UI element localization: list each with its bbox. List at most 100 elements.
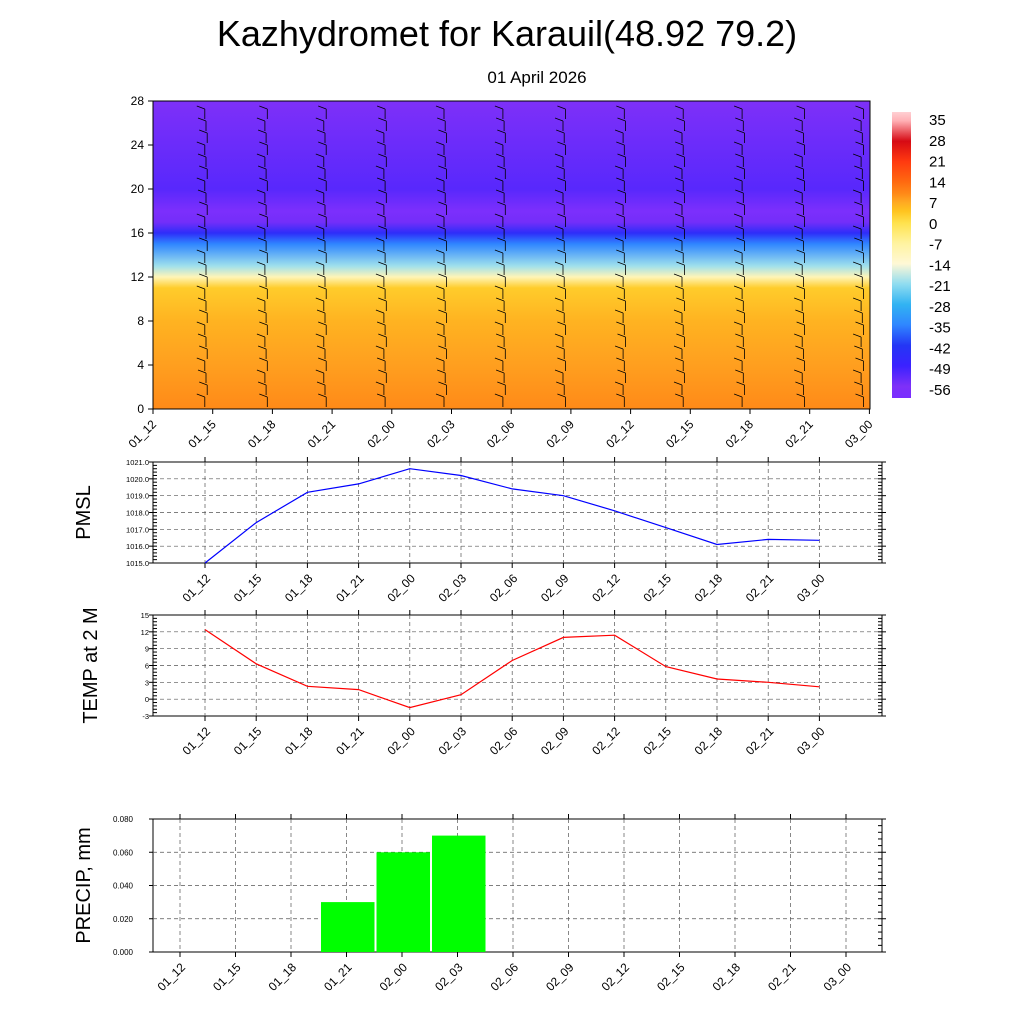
- x-tick-label: 02_21: [743, 571, 777, 605]
- x-tick-label: 02_21: [765, 960, 799, 994]
- y-tick-label: 4: [137, 358, 144, 372]
- y-tick-label: 1018.0: [126, 509, 149, 518]
- y-tick-label: 1021.0: [126, 458, 149, 467]
- x-tick-label: 01_15: [185, 417, 219, 451]
- x-tick-label: 02_21: [743, 724, 777, 758]
- x-tick-label: 01_21: [305, 417, 339, 451]
- x-tick-label: 01_15: [231, 571, 265, 605]
- wind-barb-column: [375, 105, 387, 407]
- x-tick-label: 02_06: [487, 571, 521, 605]
- x-tick-label: 01_18: [266, 960, 300, 994]
- y-tick-label: 0.040: [113, 882, 134, 891]
- x-tick-label: 03_00: [794, 724, 828, 758]
- x-tick-label: 02_06: [484, 417, 518, 451]
- colorbar-label: 35: [929, 112, 946, 129]
- x-tick-label: 01_18: [282, 571, 316, 605]
- y-tick-label: 9: [145, 645, 149, 654]
- colorbar-label: -42: [929, 340, 951, 357]
- x-tick-label: 02_15: [663, 417, 697, 451]
- x-tick-label: 02_18: [710, 960, 744, 994]
- cross-section-panel: 0 4 8 12 16 20 24 28 01_12 01_15 01_18 01_21 02_00 02…: [126, 94, 876, 451]
- x-tick-label: 02_12: [589, 724, 623, 758]
- x-tick-label: 02_00: [384, 724, 418, 758]
- colorbar-label: 28: [929, 133, 946, 150]
- y-tick-label: 0.060: [113, 848, 134, 857]
- y-tick-label: 0: [145, 695, 149, 704]
- precip-bar: [376, 852, 430, 953]
- x-tick-label: 02_18: [692, 724, 726, 758]
- x-tick-label: 02_09: [538, 724, 572, 758]
- x-tick-label: 01_12: [155, 960, 189, 994]
- colorbar: 35 28 21 14 7 0 -7 -14 -21 -28 -35 -42 -49 -56: [892, 112, 951, 399]
- wind-barb-column: [494, 105, 506, 407]
- y-tick-label: 0.080: [113, 815, 134, 824]
- y-tick-label: 24: [131, 138, 145, 152]
- x-tick-label: 02_09: [544, 417, 578, 451]
- x-tick-label: 03_00: [794, 571, 828, 605]
- x-tick-label: 01_18: [282, 724, 316, 758]
- y-axis-label: PMSL: [73, 485, 95, 539]
- x-tick-label: 02_12: [599, 960, 633, 994]
- y-tick-label: 15: [141, 611, 149, 620]
- wind-barb-column: [315, 105, 327, 407]
- x-tick-label: 02_00: [384, 571, 418, 605]
- y-tick-label: 3: [145, 678, 149, 687]
- x-tick-label: 03_00: [842, 417, 876, 451]
- colorbar-label: -49: [929, 361, 951, 378]
- wind-barb-column: [673, 105, 685, 407]
- x-tick-label: 02_00: [364, 417, 398, 451]
- wind-barb-column: [554, 105, 566, 407]
- x-tick-label: 02_12: [603, 417, 637, 451]
- temp-panel: -3 0 3 6 9 12 15 01_12 01_15 01_18 01_21 02_00 02_03…: [80, 607, 886, 758]
- y-tick-label: 0.020: [113, 915, 134, 924]
- x-tick-label: 02_09: [538, 571, 572, 605]
- cross-section-heatmap: [153, 101, 870, 409]
- wind-barbs: [196, 105, 864, 407]
- y-tick-label: 0.000: [113, 948, 134, 957]
- wind-barb-column: [256, 105, 268, 407]
- precip-panel: 0.000 0.020 0.040 0.060 0.080 01_12 01_15 01_18…: [73, 814, 886, 994]
- precip-bar: [432, 835, 486, 952]
- y-tick-label: 1017.0: [126, 525, 149, 534]
- x-tick-label: 02_03: [436, 724, 470, 758]
- chart-subtitle: 01 April 2026: [487, 68, 586, 87]
- y-axis-label: TEMP at 2 M: [80, 607, 102, 723]
- x-tick-label: 02_21: [782, 417, 816, 451]
- colorbar-label: -21: [929, 278, 951, 295]
- y-tick-label: -3: [142, 712, 149, 721]
- x-tick-label: 03_00: [821, 960, 855, 994]
- y-tick-label: 1019.0: [126, 492, 149, 501]
- x-tick-label: 01_12: [180, 571, 214, 605]
- y-tick-label: 16: [131, 226, 145, 240]
- x-tick-label: 01_21: [333, 724, 367, 758]
- precip-bar: [321, 902, 375, 952]
- colorbar-label: -28: [929, 299, 951, 316]
- chart-title: Kazhydromet for Karauil(48.92 79.2): [217, 13, 797, 54]
- colorbar-label: 14: [929, 174, 946, 191]
- x-tick-label: 02_06: [487, 724, 521, 758]
- x-tick-label: 02_06: [488, 960, 522, 994]
- wind-barb-column: [852, 105, 864, 407]
- x-tick-label: 02_15: [640, 571, 674, 605]
- x-tick-label: 01_21: [333, 571, 367, 605]
- y-tick-label: 1016.0: [126, 542, 149, 551]
- y-tick-label: 20: [131, 182, 145, 196]
- x-tick-label: 01_12: [126, 417, 160, 451]
- x-tick-label: 02_03: [432, 960, 466, 994]
- x-tick-label: 02_09: [543, 960, 577, 994]
- colorbar-scale: [892, 112, 911, 398]
- y-tick-label: 8: [137, 314, 144, 328]
- pmsl-panel: 1015.0 1016.0 1017.0 1018.0 1019.0 1020.0 1021…: [73, 457, 886, 605]
- x-tick-label: 01_15: [210, 960, 244, 994]
- y-tick-label: 12: [131, 270, 145, 284]
- colorbar-label: -56: [929, 382, 951, 399]
- x-tick-label: 02_03: [424, 417, 458, 451]
- x-tick-label: 01_12: [180, 724, 214, 758]
- x-tick-label: 01_21: [321, 960, 355, 994]
- x-tick-label: 02_03: [436, 571, 470, 605]
- y-tick-label: 6: [145, 662, 149, 671]
- y-tick-label: 28: [131, 94, 145, 108]
- x-tick-label: 02_00: [377, 960, 411, 994]
- x-tick-label: 02_12: [589, 571, 623, 605]
